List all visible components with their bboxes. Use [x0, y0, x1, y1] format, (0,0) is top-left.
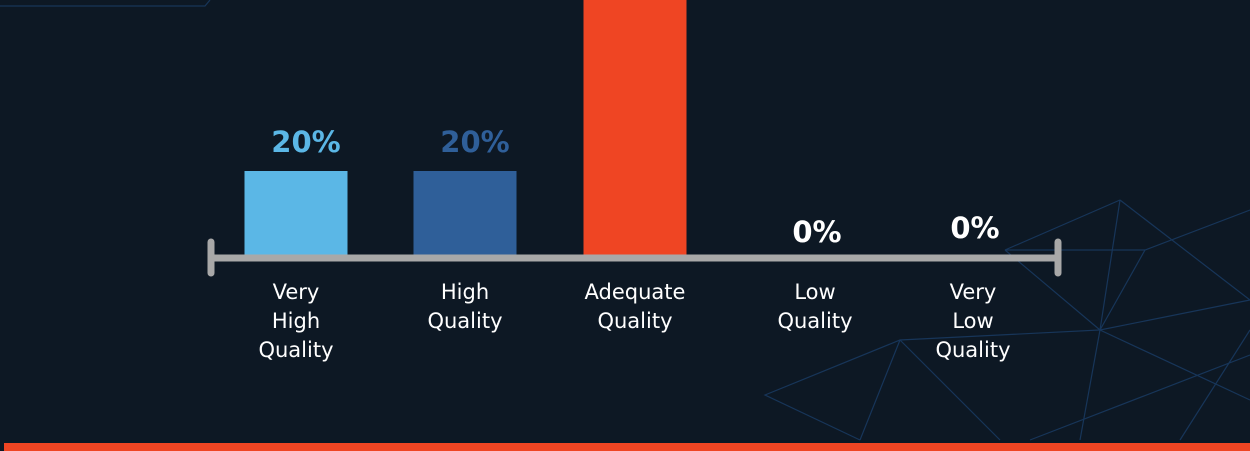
value-label: 0%	[950, 211, 999, 245]
category-label: Very High Quality	[258, 280, 334, 362]
decoration	[0, 0, 1250, 441]
bar	[244, 171, 348, 258]
category-label: Adequate Quality	[584, 280, 686, 333]
axis	[207, 238, 1062, 277]
category-label: High Quality	[427, 280, 503, 333]
value-label: 0%	[792, 215, 841, 249]
category-label: Low Quality	[777, 280, 853, 333]
bar	[583, 0, 687, 258]
footer-edge	[0, 443, 4, 451]
value-label: 20%	[271, 125, 340, 159]
footer-strip	[0, 443, 1250, 451]
category-label: Very Low Quality	[935, 280, 1011, 362]
value-label: 20%	[440, 125, 509, 159]
bar	[413, 171, 517, 258]
